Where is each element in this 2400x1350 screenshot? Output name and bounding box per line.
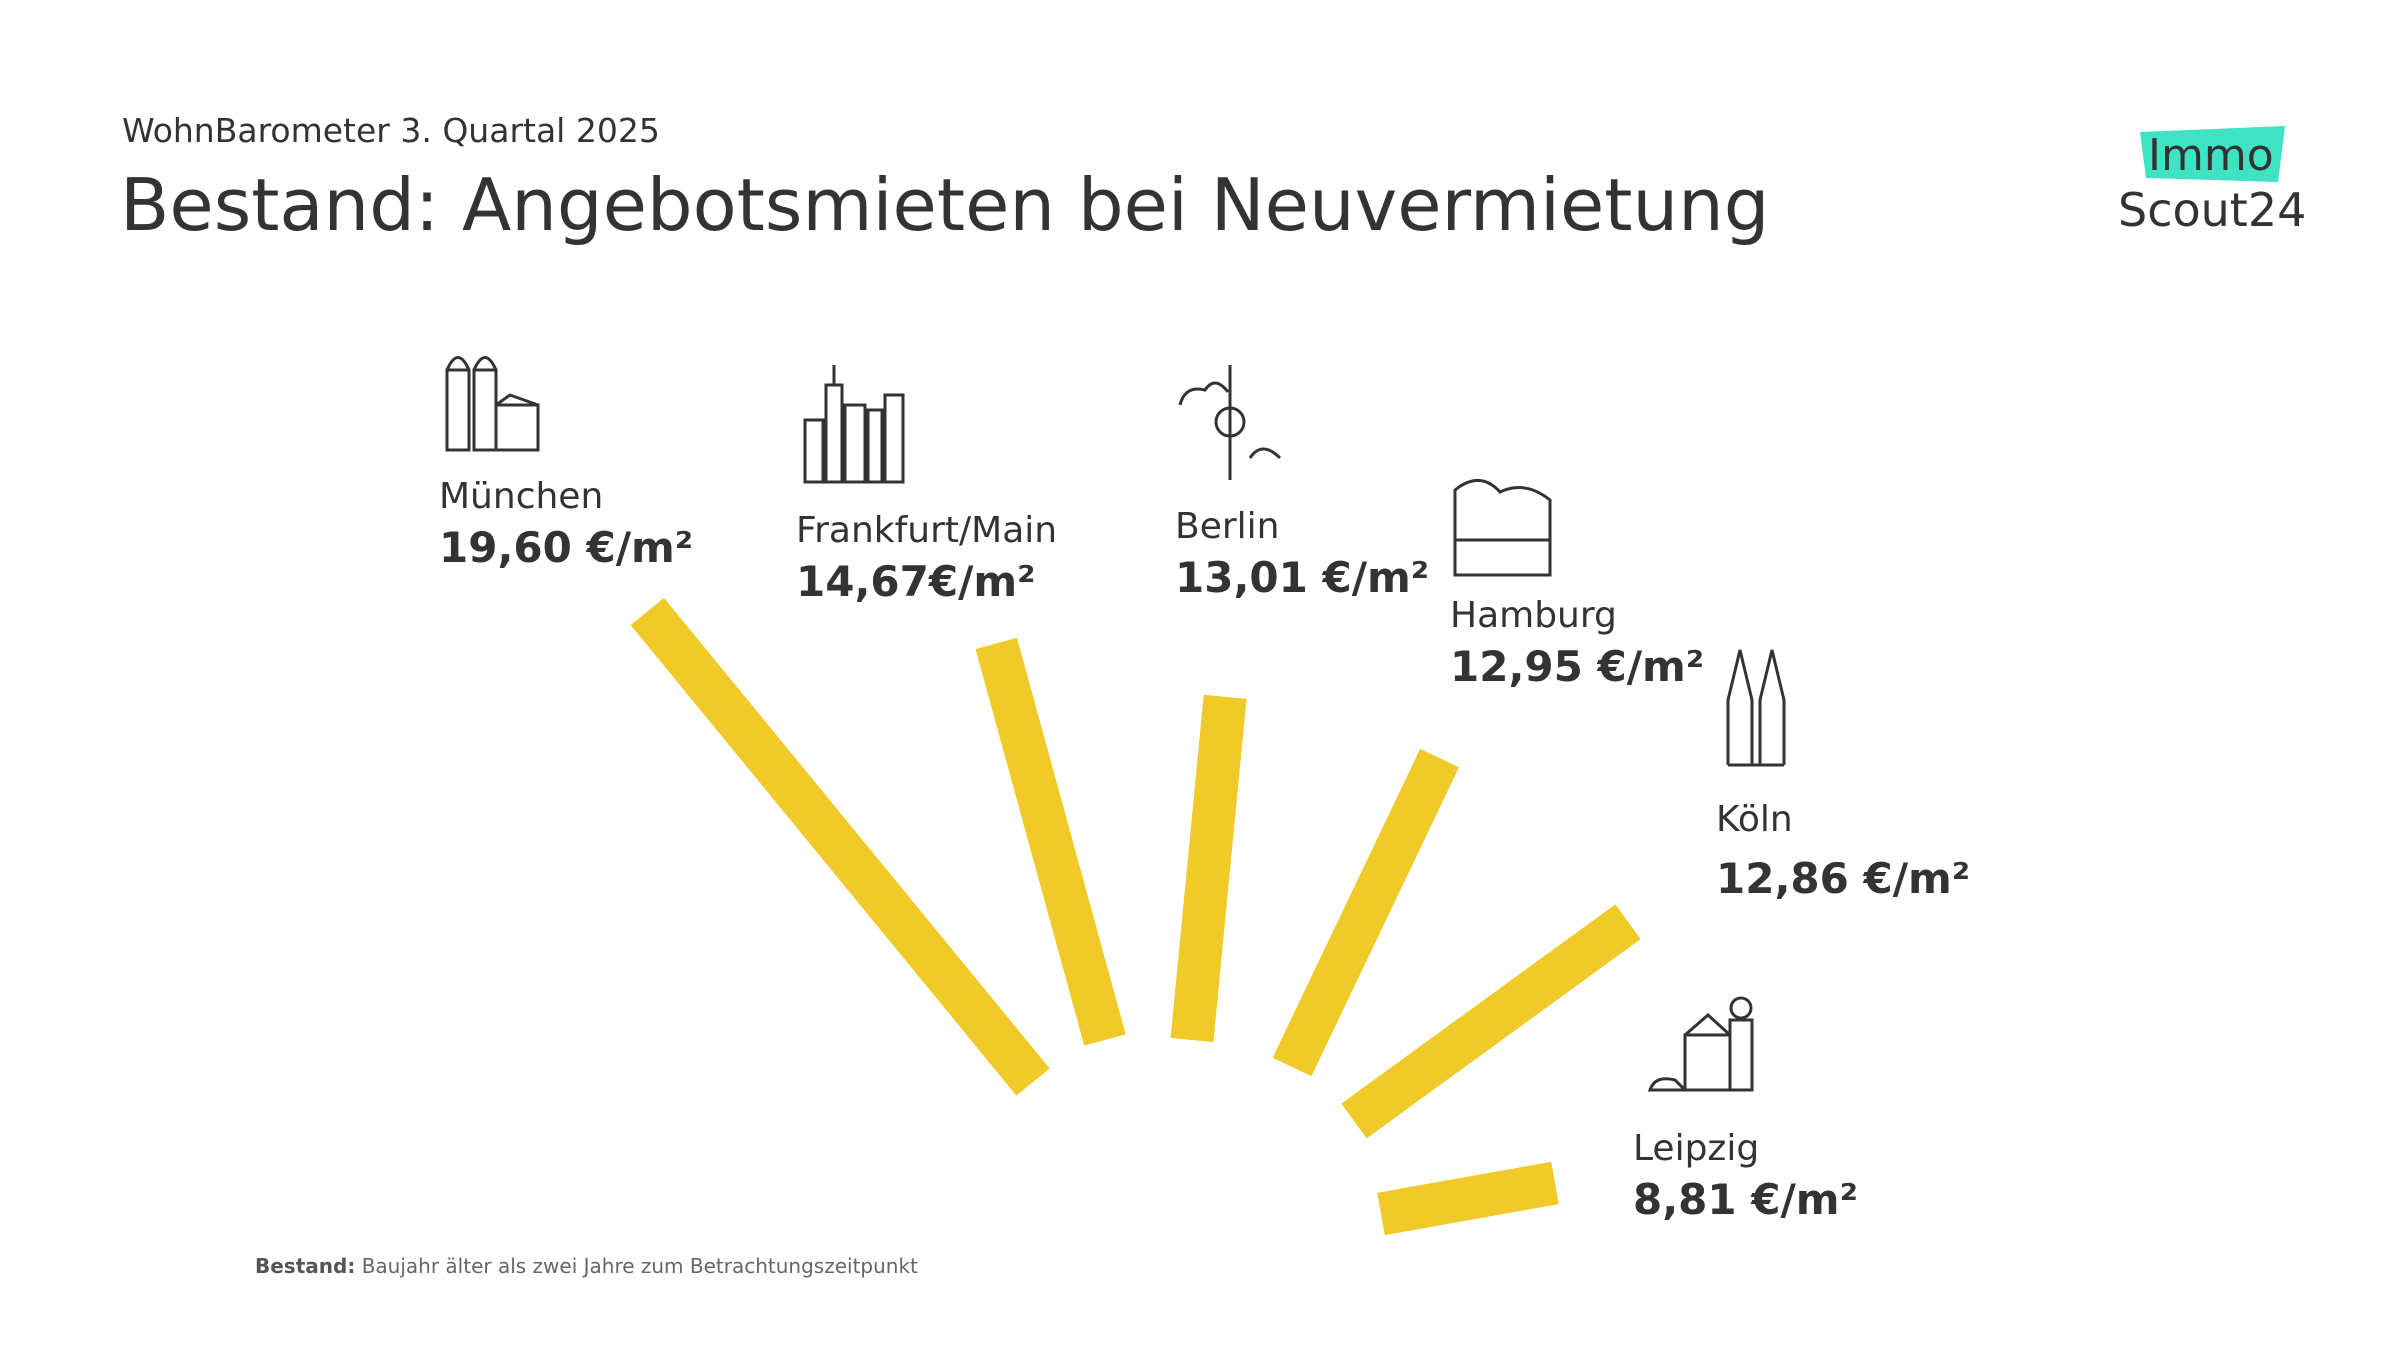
value-label: 19,60 €/m²	[439, 523, 693, 572]
city-name: München	[439, 476, 603, 517]
bar	[975, 637, 1126, 1046]
icon-leipzig	[1647, 996, 1754, 1092]
bar	[630, 597, 1050, 1096]
chart-title: Bestand: Angebotsmieten bei Neuvermietun…	[120, 163, 1769, 247]
bar	[1170, 694, 1247, 1043]
icon-berlin	[1178, 365, 1282, 480]
city-name: Hamburg	[1450, 595, 1617, 636]
icon-frankfurt	[803, 365, 905, 484]
logo: Immo Scout24	[2118, 126, 2306, 237]
footnote-text: Baujahr älter als zwei Jahre zum Betrach…	[362, 1254, 918, 1278]
value-label: 12,95 €/m²	[1450, 642, 1704, 691]
value-label: 14,67€/m²	[796, 557, 1036, 606]
logo-badge	[2140, 126, 2285, 182]
value-label: 12,86 €/m²	[1716, 854, 1970, 903]
city-name: Leipzig	[1633, 1128, 1759, 1169]
footnote: Bestand: Baujahr älter als zwei Jahre zu…	[255, 1254, 918, 1278]
value-label: 13,01 €/m²	[1175, 553, 1429, 602]
footnote-label: Bestand:	[255, 1254, 355, 1278]
bar	[1341, 904, 1641, 1139]
city-name: Berlin	[1175, 506, 1279, 547]
icon-koeln	[1726, 649, 1786, 767]
icon-hamburg	[1453, 479, 1552, 577]
icon-muenchen	[445, 356, 540, 452]
logo-bottom: Scout24	[2118, 183, 2306, 237]
bar	[1272, 748, 1460, 1077]
city-icons	[445, 356, 1786, 1092]
subtitle: WohnBarometer 3. Quartal 2025	[122, 111, 660, 150]
value-label: 8,81 €/m²	[1633, 1175, 1858, 1224]
logo-top: Immo	[2148, 130, 2274, 181]
city-name: Köln	[1716, 799, 1793, 840]
city-name: Frankfurt/Main	[796, 510, 1057, 551]
bar	[1377, 1161, 1559, 1236]
